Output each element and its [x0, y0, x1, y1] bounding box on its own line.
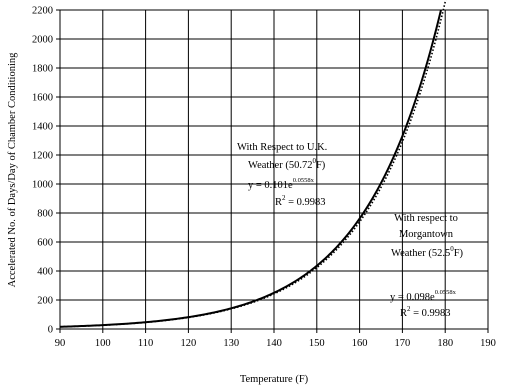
annotation-mt-location: Morgantown	[399, 229, 454, 240]
annotation-uk-weather: Weather (50.720F)	[248, 157, 326, 171]
x-tick-labels: 90 100 110 120 130 140 150 160 170 180 190	[55, 329, 496, 349]
y-tick-label: 0	[48, 325, 53, 336]
annotation-uk-equation: y = 0.101e0.0558x	[248, 177, 315, 191]
y-tick-labels: 0 200 400 600 800 1000 1200 1400 1600 1800 2000 220…	[32, 6, 60, 336]
annotation-mt-weather: Weather (52.50F)	[391, 245, 464, 259]
y-tick-label: 1000	[32, 180, 53, 191]
grid-lines	[60, 10, 488, 329]
y-tick-label: 200	[37, 296, 53, 307]
y-tick-label: 1400	[32, 122, 53, 133]
x-tick-label: 190	[480, 338, 496, 349]
y-axis-label: Accelerated No. of Days/Day of Chamber C…	[7, 52, 18, 287]
x-tick-label: 170	[395, 338, 411, 349]
annotation-mt-r-squared: R2 = 0.9983	[400, 305, 451, 319]
x-tick-label: 120	[181, 338, 197, 349]
y-tick-label: 1800	[32, 64, 53, 75]
y-tick-label: 600	[37, 238, 53, 249]
y-tick-label: 2000	[32, 35, 53, 46]
x-tick-label: 160	[352, 338, 368, 349]
y-tick-label: 1200	[32, 151, 53, 162]
x-tick-label: 110	[138, 338, 153, 349]
x-tick-label: 130	[223, 338, 239, 349]
x-axis-label: Temperature (F)	[240, 374, 309, 385]
annotation-mt-equation: y = 0.098e0.0558x	[390, 289, 457, 303]
x-tick-label: 140	[266, 338, 282, 349]
x-tick-label: 150	[309, 338, 325, 349]
y-tick-label: 800	[37, 209, 53, 220]
y-tick-label: 1600	[32, 93, 53, 104]
series-lines	[59, 0, 447, 328]
annotation-mt-title: With respect to	[394, 213, 458, 224]
x-tick-label: 180	[437, 338, 453, 349]
annotation-uk-title: With Respect to U.K.	[237, 142, 327, 153]
y-tick-label: 2200	[32, 6, 53, 17]
annotation-uk-r-squared: R2 = 0.9983	[275, 194, 326, 208]
x-tick-label: 100	[95, 338, 111, 349]
x-tick-label: 90	[55, 338, 66, 349]
series-line-morgantown	[59, 0, 447, 328]
y-tick-label: 400	[37, 267, 53, 278]
